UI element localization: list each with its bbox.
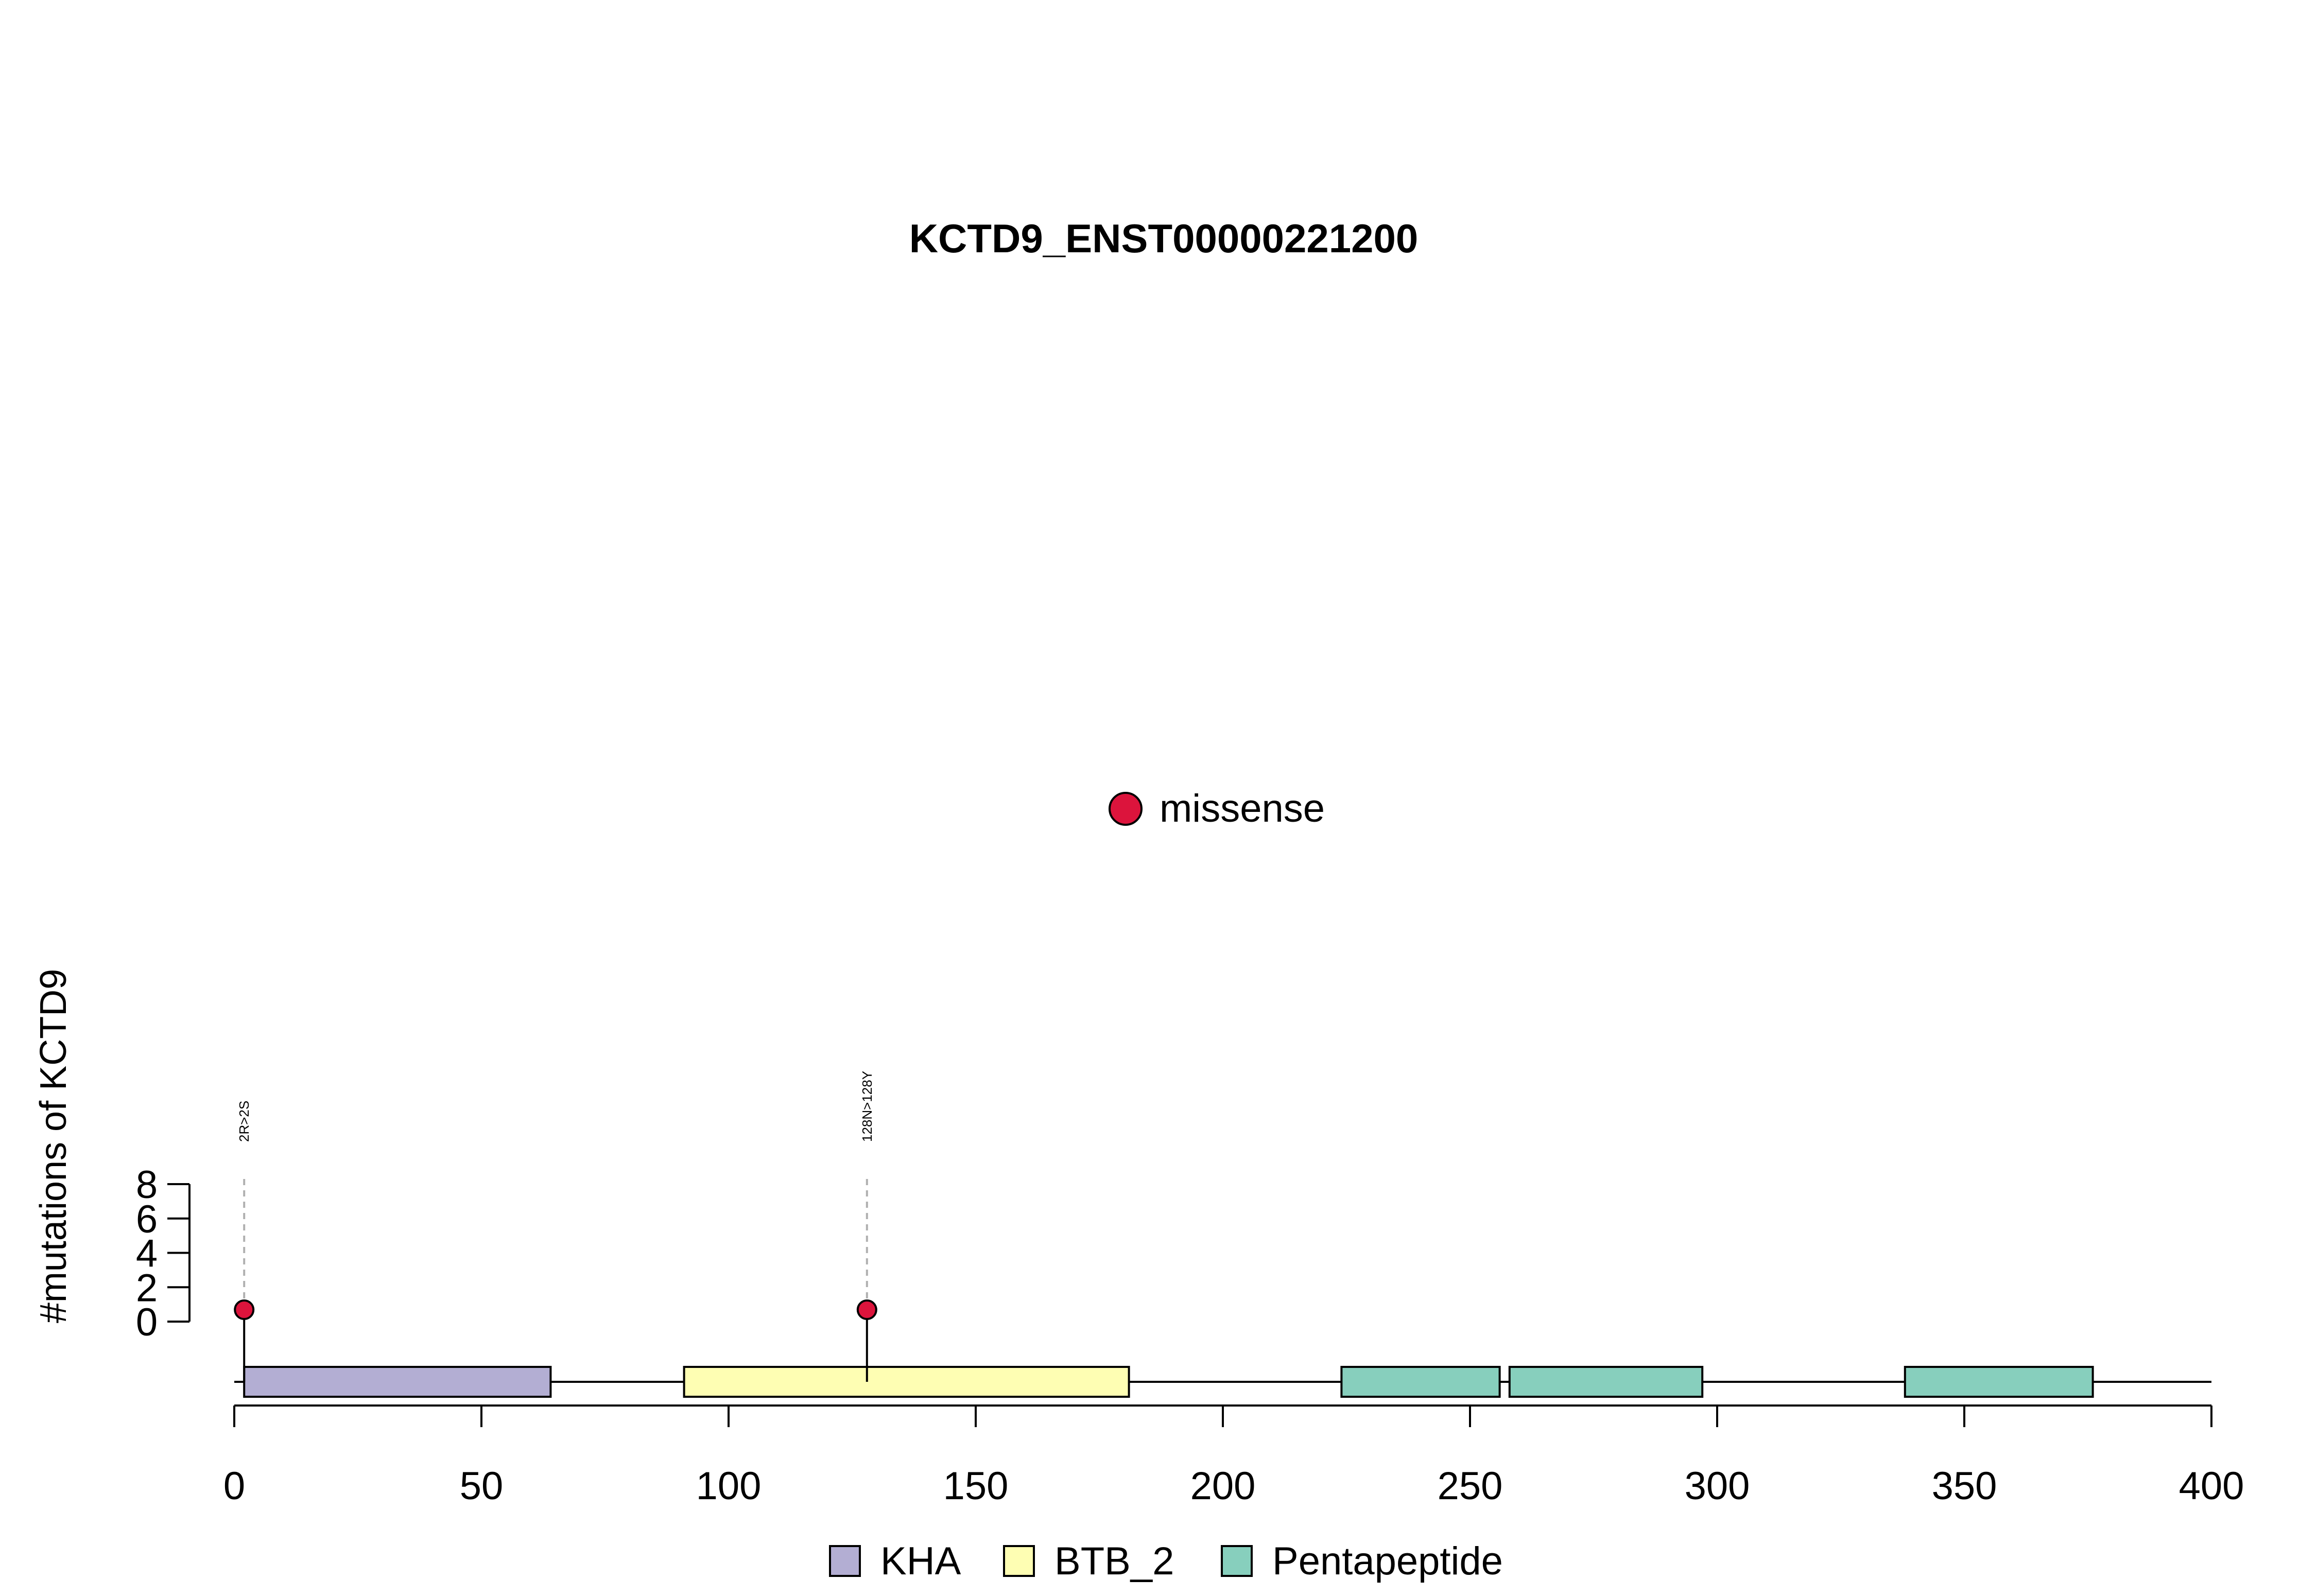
x-tick-label: 150 [943,1464,1009,1508]
domain-box-pentapeptide [1340,1366,1501,1398]
y-tick-label: 4 [136,1232,158,1276]
domain-legend-label: KHA [880,1539,961,1583]
x-tick-label: 300 [1685,1464,1750,1508]
domain-box-pentapeptide [1508,1366,1704,1398]
x-tick-label: 350 [1932,1464,1997,1508]
domain-legend-swatch [1221,1545,1253,1577]
domain-box-pentapeptide [1904,1366,2094,1398]
legend-missense-marker [1109,792,1143,826]
y-axis-label: #mutations of KCTD9 [33,969,74,1323]
lollipop-head [234,1299,255,1320]
y-tick-label: 0 [136,1300,158,1344]
mutation-legend: missense [1109,787,1325,830]
domain-legend-swatch [829,1545,861,1577]
x-tick-label: 400 [2179,1464,2244,1508]
x-tick-label: 200 [1190,1464,1256,1508]
mutation-label: 128N>128Y [859,1071,875,1142]
domain-legend-swatch [1003,1545,1035,1577]
y-tick-label: 6 [136,1198,158,1241]
mutation-lollipops: 2R>2S 128N>128Y [234,1071,877,1382]
domain-box-kha [243,1366,552,1398]
x-tick-label: 50 [460,1464,504,1508]
chart-title: KCTD9_ENST00000221200 [909,216,1419,261]
domain-legend-label: BTB_2 [1054,1539,1174,1583]
y-tick-label: 2 [136,1266,158,1310]
legend-missense-label: missense [1160,787,1325,830]
x-axis: 0 50 100 150 200 250 300 350 400 [223,1404,2244,1508]
domain-legend: KHA BTB_2 Pentapeptide [829,1539,1503,1583]
domain-box-btb-2 [683,1366,1130,1398]
x-tick-label: 100 [696,1464,762,1508]
x-tick-label: 0 [223,1464,245,1508]
x-tick-label: 250 [1438,1464,1503,1508]
mutation-label: 2R>2S [236,1101,252,1142]
domain-boxes [243,1366,2094,1398]
domain-legend-label: Pentapeptide [1272,1539,1503,1583]
lollipop-head [856,1299,877,1320]
y-tick-label: 8 [136,1163,158,1207]
